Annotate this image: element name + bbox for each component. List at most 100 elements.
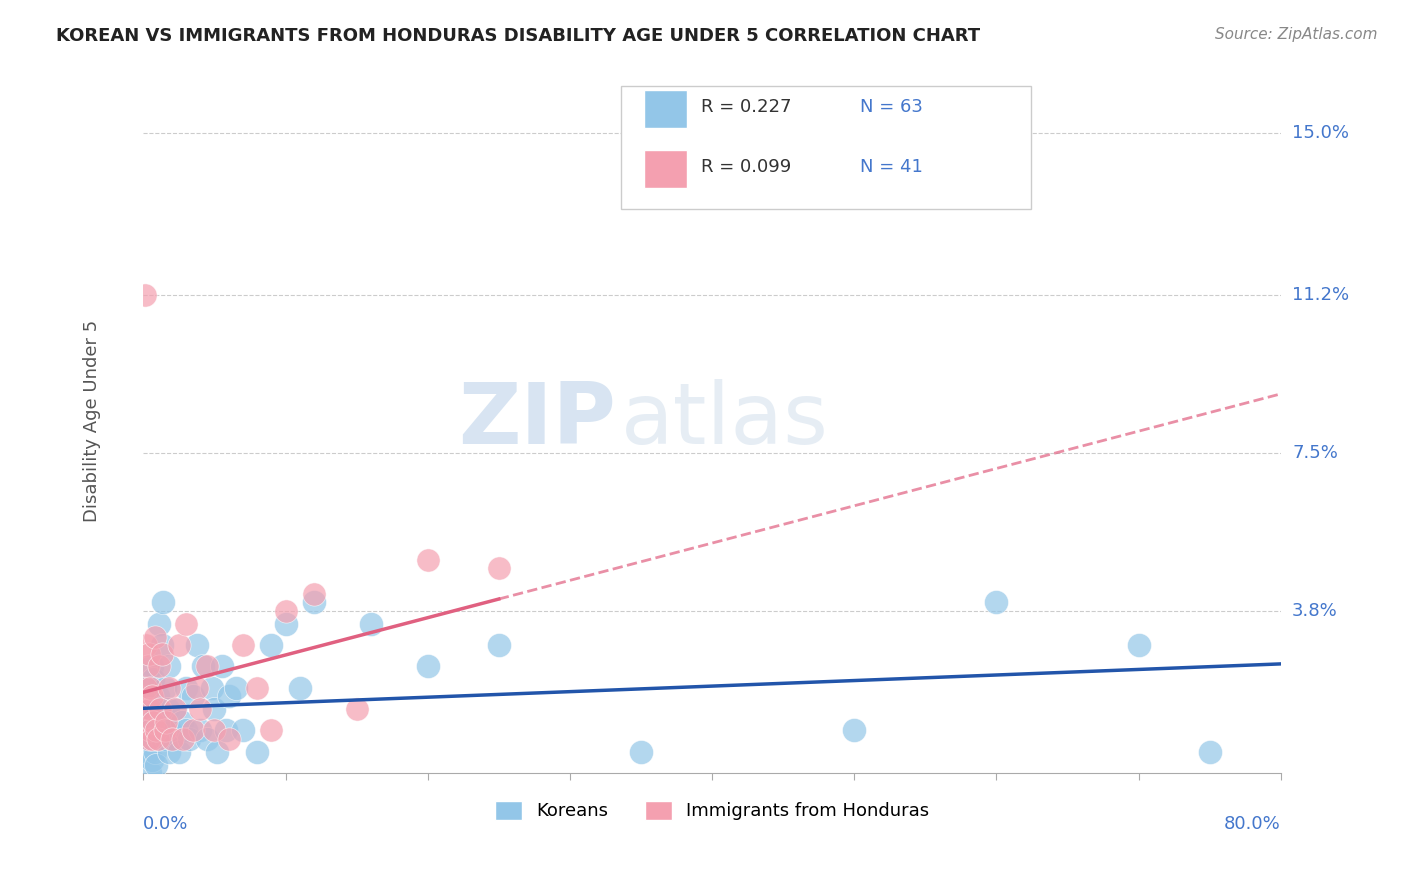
Point [346,702,368,716]
Point [141,732,163,747]
Point [225,681,247,695]
Point [153,723,176,738]
Text: N = 41: N = 41 [860,158,922,177]
Point [139,766,162,780]
FancyBboxPatch shape [621,87,1031,210]
Point [153,723,176,738]
Point [274,604,297,618]
Point [195,732,218,747]
Point [139,681,162,695]
Point [157,659,180,673]
Point [157,681,180,695]
Point [142,732,165,747]
Point [302,587,325,601]
Point [152,595,174,609]
Point [143,630,166,644]
Text: 80.0%: 80.0% [1225,815,1281,833]
Point [302,595,325,609]
Point [186,638,208,652]
Point [155,714,177,729]
Point [135,723,157,738]
Point [360,616,382,631]
Point [150,732,173,747]
Point [218,732,240,747]
Legend: Koreans, Immigrants from Honduras: Koreans, Immigrants from Honduras [488,794,936,828]
Point [160,732,183,747]
Point [139,690,162,704]
Point [211,659,233,673]
Point [215,723,238,738]
Point [232,638,254,652]
FancyBboxPatch shape [644,90,688,128]
Point [139,702,162,716]
Point [136,681,159,695]
Point [844,723,866,738]
Point [188,702,211,716]
Point [246,745,269,759]
Point [146,732,169,747]
Point [149,714,172,729]
Point [177,732,200,747]
Point [232,723,254,738]
Point [218,690,240,704]
Point [150,638,173,652]
Point [174,616,197,631]
Point [138,647,160,661]
Point [157,745,180,759]
Point [149,702,172,716]
Point [260,723,283,738]
Text: 11.2%: 11.2% [1292,285,1350,304]
Text: ZIP: ZIP [457,379,616,462]
Point [134,288,156,302]
Point [630,745,652,759]
Point [1198,745,1220,759]
Point [138,702,160,716]
Point [416,659,439,673]
Point [986,595,1008,609]
Point [141,659,163,673]
Point [135,638,157,652]
Point [488,561,510,575]
Text: Disability Age Under 5: Disability Age Under 5 [83,319,101,522]
Point [288,681,311,695]
Point [142,672,165,686]
Point [207,745,229,759]
Point [143,745,166,759]
Point [167,638,190,652]
Point [181,723,204,738]
Point [148,616,170,631]
Point [138,732,160,747]
Point [200,681,222,695]
Point [191,659,214,673]
Point [170,714,193,729]
Point [167,745,190,759]
Point [186,681,208,695]
Point [204,723,226,738]
Point [146,732,169,747]
Point [142,714,165,729]
Point [159,723,181,738]
Point [274,616,297,631]
Point [181,690,204,704]
Text: 3.8%: 3.8% [1292,602,1339,620]
Point [488,638,510,652]
Point [141,690,163,704]
Point [143,723,166,738]
Text: atlas: atlas [621,379,830,462]
Point [139,723,162,738]
Text: 0.0%: 0.0% [143,815,188,833]
Point [246,681,269,695]
Point [416,552,439,566]
Text: R = 0.099: R = 0.099 [700,158,792,177]
Point [188,723,211,738]
Point [153,681,176,695]
Point [135,681,157,695]
Text: Source: ZipAtlas.com: Source: ZipAtlas.com [1215,27,1378,42]
Point [141,753,163,767]
Text: 7.5%: 7.5% [1292,444,1339,462]
Point [155,732,177,747]
Text: R = 0.227: R = 0.227 [700,98,792,116]
Point [139,714,162,729]
Point [150,647,173,661]
Point [260,638,283,652]
